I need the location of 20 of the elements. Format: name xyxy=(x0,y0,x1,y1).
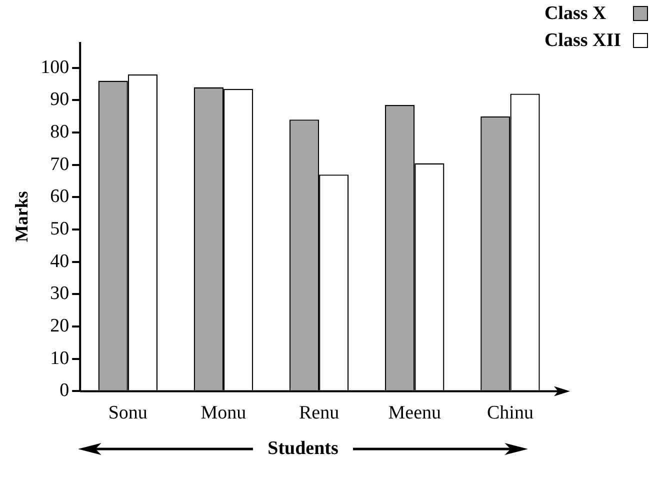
legend-label: Class X xyxy=(544,2,606,26)
x-tick-label: Chinu xyxy=(486,402,534,424)
y-tick-label: 30 xyxy=(50,283,70,304)
text: Class XII xyxy=(544,29,621,53)
x-tick-label: Monu xyxy=(200,402,247,424)
y-tick-label: 80 xyxy=(50,122,70,143)
x-axis-title: Students xyxy=(268,438,338,460)
x-tick-label: Renu xyxy=(298,402,340,424)
y-tick-label: 70 xyxy=(50,154,70,175)
y-tick-label: 90 xyxy=(50,89,70,110)
y-tick-label: 100 xyxy=(40,56,70,78)
y-tick-label: 0 xyxy=(60,380,70,402)
y-tick-label: 20 xyxy=(50,316,70,337)
y-tick-label: 40 xyxy=(50,250,70,272)
y-axis-title: Marks xyxy=(11,191,32,242)
x-tick-label: Meenu xyxy=(388,402,442,424)
y-tick-label: 60 xyxy=(50,186,70,208)
x-tick-label: Sonu xyxy=(108,402,148,424)
y-tick-label: 50 xyxy=(50,218,70,240)
y-tick-label: 10 xyxy=(50,348,70,369)
